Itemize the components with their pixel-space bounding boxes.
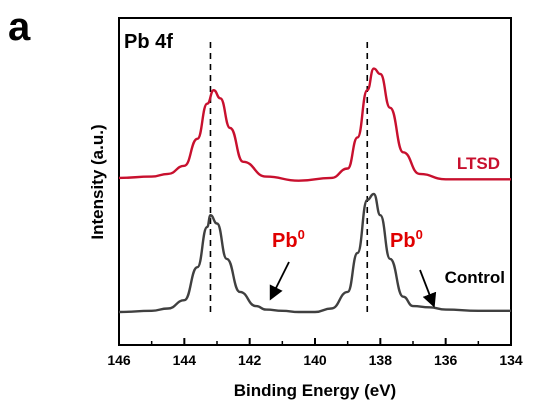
x-tick-label: 136 bbox=[434, 352, 458, 368]
pb0-arrow-right bbox=[419, 269, 437, 308]
annotations: Pb0 Pb0 bbox=[269, 227, 437, 308]
chart-title: Pb 4f bbox=[124, 31, 173, 53]
panel-label: a bbox=[8, 5, 31, 49]
pb0-arrow-left bbox=[269, 261, 290, 301]
pb0-label: Pb0 bbox=[390, 227, 423, 252]
series-labels: LTSD Control bbox=[445, 154, 505, 287]
x-tick-label: 144 bbox=[173, 352, 197, 368]
x-tick-label: 142 bbox=[238, 352, 262, 368]
y-axis-label: Intensity (a.u.) bbox=[88, 124, 107, 239]
pb0-label: Pb0 bbox=[272, 227, 305, 252]
plot-frame bbox=[118, 17, 512, 346]
series-group bbox=[118, 67, 511, 314]
x-tick-label: 140 bbox=[303, 352, 327, 368]
x-tick-label: 134 bbox=[499, 352, 523, 368]
x-tick-label: 146 bbox=[107, 352, 131, 368]
series-line-control bbox=[118, 192, 511, 314]
x-axis-label: Binding Energy (eV) bbox=[234, 381, 396, 400]
series-label-control: Control bbox=[445, 268, 505, 287]
series-line-ltsd bbox=[118, 67, 511, 182]
x-tick-label: 138 bbox=[369, 352, 393, 368]
reference-lines bbox=[209, 42, 369, 312]
x-axis-ticks: 146 144 142 140 138 136 134 bbox=[107, 338, 523, 368]
series-label-ltsd: LTSD bbox=[457, 154, 500, 173]
